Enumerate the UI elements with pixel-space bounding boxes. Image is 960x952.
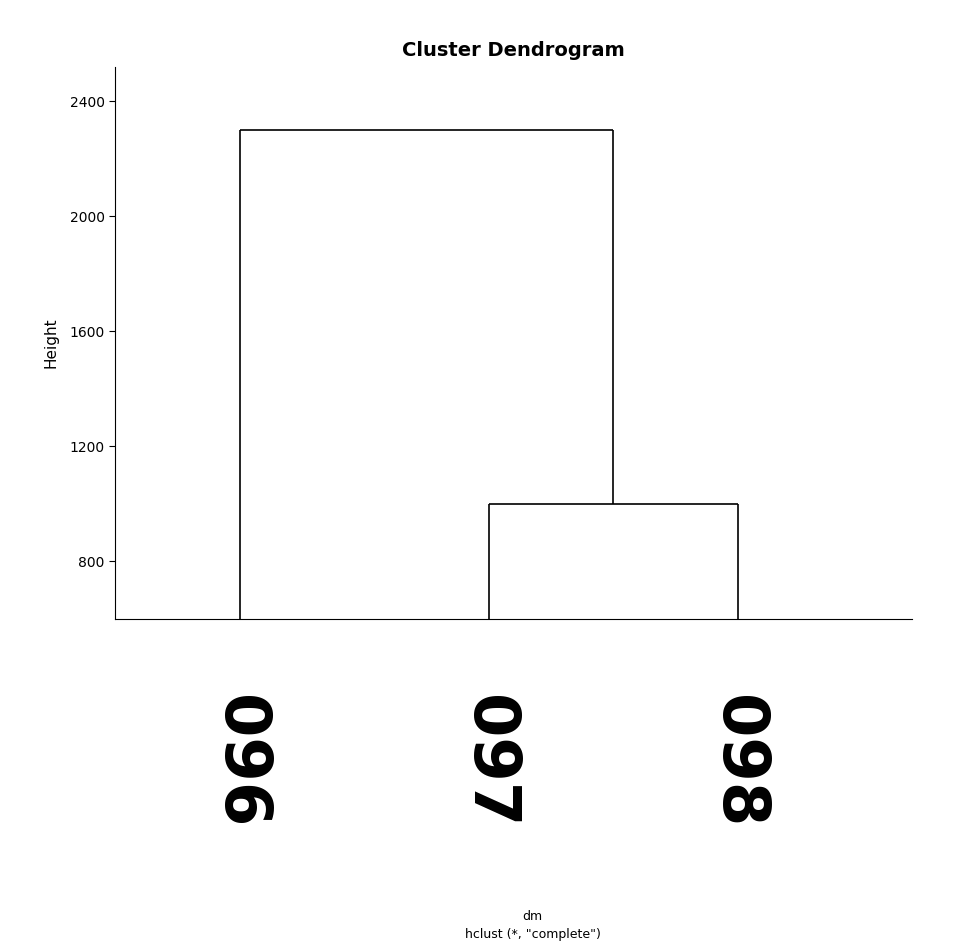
Y-axis label: Height: Height: [43, 317, 59, 368]
Text: 097: 097: [458, 695, 519, 828]
Text: 096: 096: [208, 695, 271, 828]
Title: Cluster Dendrogram: Cluster Dendrogram: [402, 41, 625, 60]
Text: hclust (*, "complete"): hclust (*, "complete"): [465, 927, 601, 941]
Text: 098: 098: [707, 695, 769, 828]
Text: dm: dm: [523, 910, 542, 923]
